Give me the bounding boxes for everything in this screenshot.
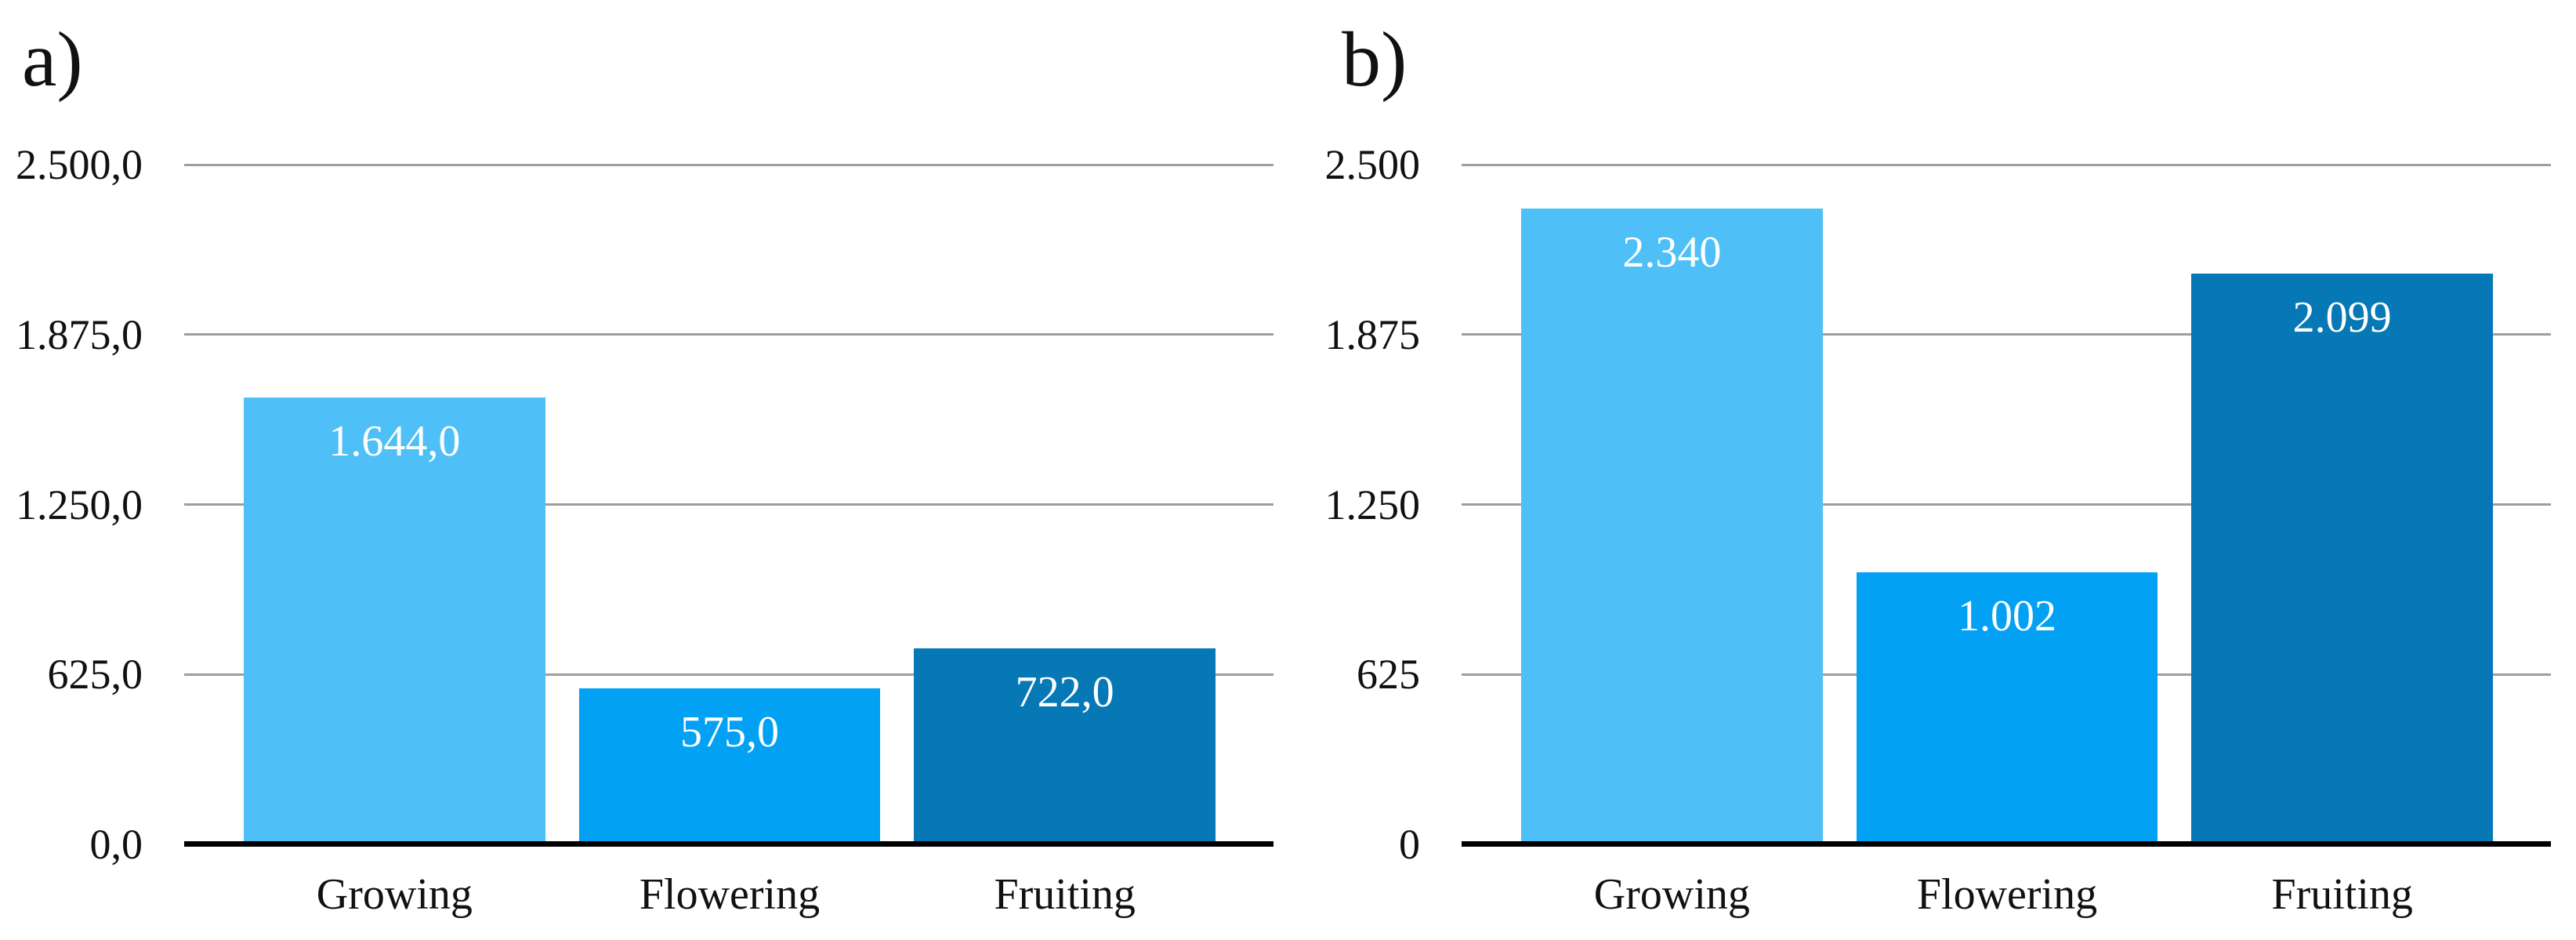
category-label-fruiting: Fruiting xyxy=(994,870,1136,920)
y-tick-label: 1.875,0 xyxy=(16,310,143,358)
gridline-1875 xyxy=(184,333,1274,336)
bar-value-label: 2.099 xyxy=(2292,293,2392,343)
bar-flowering: 575,0 xyxy=(578,688,881,844)
y-tick-label: 1.250 xyxy=(1324,481,1421,528)
x-axis-line xyxy=(184,841,1274,847)
bar-growing: 2.340 xyxy=(1521,208,1823,844)
gridline-1875 xyxy=(1462,333,2551,336)
y-tick-label: 625,0 xyxy=(47,651,143,699)
panel-label: a) xyxy=(22,16,83,103)
category-label-flowering: Flowering xyxy=(1916,870,2098,920)
y-tick-label: 0 xyxy=(1399,821,1420,868)
category-label-flowering: Flowering xyxy=(639,870,821,920)
bar-slot: 1.644,0 xyxy=(244,165,545,844)
bar-slot: 2.099 xyxy=(2191,165,2494,844)
plot-area: 1.644,0 575,0 722,0 0,0 625,0 1.250,0 1.875,0… xyxy=(16,143,1274,866)
bar-growing: 1.644,0 xyxy=(244,397,545,844)
bar-fruiting: 722,0 xyxy=(914,648,1216,844)
category-label-growing: Growing xyxy=(316,870,473,920)
category-label-growing: Growing xyxy=(1593,870,1750,920)
gridline-1250 xyxy=(1462,503,2551,506)
bar-slot: 575,0 xyxy=(578,165,881,844)
bar-value-label: 1.644,0 xyxy=(328,416,461,466)
gridline-625 xyxy=(184,673,1274,676)
plot-area: 2.340 1.002 2.099 0 625 1.250 1.875 2.500 xyxy=(1325,143,2551,866)
y-tick-label: 1.250,0 xyxy=(16,481,143,528)
bar-value-label: 722,0 xyxy=(1015,667,1114,717)
category-axis-labels: Growing Flowering Fruiting xyxy=(1521,864,2493,927)
bar-slot: 1.002 xyxy=(1856,165,2158,844)
bars-group: 2.340 1.002 2.099 xyxy=(1521,165,2494,844)
y-tick-label: 0,0 xyxy=(89,821,143,868)
y-tick-label: 1.875 xyxy=(1324,310,1421,358)
bar-value-label: 575,0 xyxy=(680,707,779,757)
bar-value-label: 1.002 xyxy=(1958,591,2056,641)
y-tick-label: 2.500 xyxy=(1324,141,1421,188)
x-axis-line xyxy=(1462,841,2551,847)
bar-fruiting: 2.099 xyxy=(2191,274,2494,844)
bars-group: 1.644,0 575,0 722,0 xyxy=(244,165,1216,844)
y-tick-label: 625 xyxy=(1357,651,1420,699)
gridline-2500 xyxy=(1462,163,2551,166)
category-axis-labels: Growing Flowering Fruiting xyxy=(244,864,1216,927)
bar-slot: 722,0 xyxy=(914,165,1216,844)
y-tick-label: 2.500,0 xyxy=(16,141,143,188)
bar-flowering: 1.002 xyxy=(1856,572,2158,844)
gridline-2500 xyxy=(184,163,1274,166)
panel-label: b) xyxy=(1342,16,1408,103)
category-label-fruiting: Fruiting xyxy=(2271,870,2413,920)
bar-value-label: 2.340 xyxy=(1622,227,1722,277)
bar-slot: 2.340 xyxy=(1521,165,1823,844)
gridline-1250 xyxy=(184,503,1274,506)
